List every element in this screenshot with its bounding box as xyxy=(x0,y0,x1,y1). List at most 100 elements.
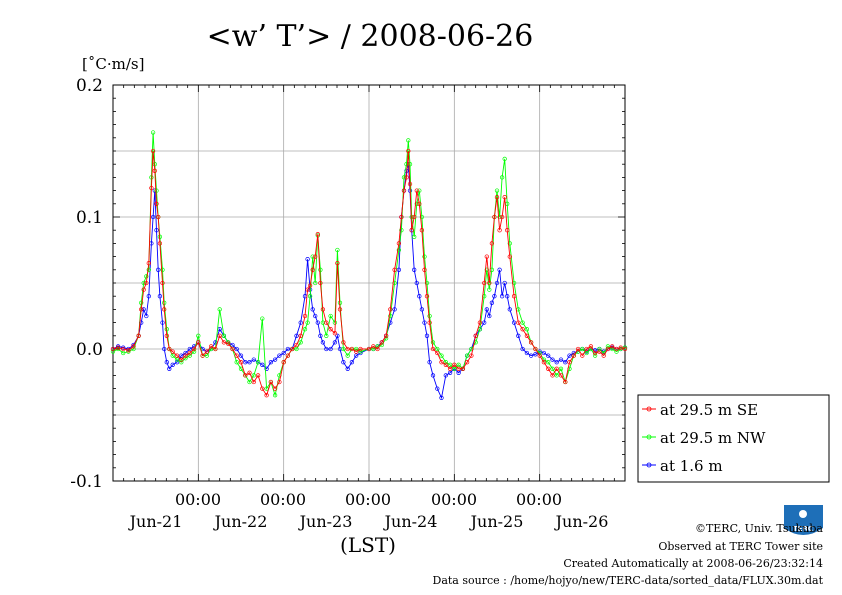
data-point xyxy=(567,353,572,358)
data-point xyxy=(230,346,235,352)
data-point xyxy=(264,393,269,398)
data-point xyxy=(164,333,169,338)
data-point xyxy=(310,267,315,272)
data-point xyxy=(264,366,269,371)
data-point xyxy=(298,320,303,325)
x-date-label: Jun-25 xyxy=(469,512,524,531)
data-point xyxy=(499,175,505,180)
data-point xyxy=(318,333,323,338)
data-point xyxy=(464,360,470,365)
data-point xyxy=(272,393,278,398)
data-point xyxy=(191,346,197,352)
legend-swatch-marker xyxy=(646,406,652,412)
data-point xyxy=(497,214,502,220)
data-point xyxy=(255,373,261,378)
data-point xyxy=(247,379,252,385)
data-point xyxy=(174,353,180,358)
data-point xyxy=(179,353,184,358)
data-point xyxy=(307,283,313,288)
x-time-label: 00:00 xyxy=(260,490,306,509)
data-point xyxy=(139,307,144,312)
data-point xyxy=(191,349,197,354)
series-layer xyxy=(110,130,628,400)
x-date-label: Jun-24 xyxy=(383,512,438,531)
data-point xyxy=(592,353,598,358)
data-point xyxy=(502,156,507,162)
data-point xyxy=(341,340,346,345)
data-point xyxy=(260,362,265,367)
data-point xyxy=(567,360,572,365)
data-point xyxy=(456,362,461,367)
data-point xyxy=(277,353,282,358)
data-point xyxy=(399,214,404,220)
data-point xyxy=(354,346,359,352)
data-point xyxy=(401,175,407,180)
data-point xyxy=(456,366,461,371)
data-point xyxy=(167,346,172,352)
data-point xyxy=(324,346,329,352)
data-point xyxy=(243,373,248,378)
data-point xyxy=(447,366,453,371)
data-point xyxy=(164,327,169,332)
data-point xyxy=(217,307,222,312)
data-point xyxy=(407,181,413,187)
data-point xyxy=(511,320,517,325)
data-point xyxy=(115,344,121,349)
data-point xyxy=(494,188,500,193)
data-point xyxy=(456,370,461,375)
data-point xyxy=(183,353,188,358)
data-point xyxy=(354,349,359,354)
data-point xyxy=(335,247,340,253)
data-point xyxy=(417,294,422,299)
data-point xyxy=(487,280,492,286)
data-point xyxy=(167,366,172,371)
grid xyxy=(113,85,625,481)
data-point xyxy=(139,300,144,305)
data-point xyxy=(305,320,310,325)
data-point xyxy=(277,379,282,385)
data-point xyxy=(610,344,615,349)
x-date-label: Jun-21 xyxy=(128,512,183,531)
data-point xyxy=(487,313,492,319)
data-point xyxy=(349,360,355,365)
footer-observed: Observed at TERC Tower site xyxy=(658,540,823,553)
data-point xyxy=(285,353,291,358)
data-point xyxy=(144,280,149,286)
data-point xyxy=(115,346,121,352)
data-point xyxy=(550,357,555,362)
data-point xyxy=(452,362,457,367)
data-point xyxy=(238,360,244,365)
data-point xyxy=(179,360,184,365)
data-point xyxy=(383,333,389,338)
data-point xyxy=(482,280,487,286)
data-point xyxy=(487,287,492,292)
data-point xyxy=(392,307,397,312)
data-point xyxy=(430,346,436,352)
data-point xyxy=(156,267,161,272)
y-tick-label: -0.1 xyxy=(70,472,103,492)
data-point xyxy=(234,346,239,352)
data-point xyxy=(618,346,623,352)
series-line xyxy=(112,150,626,397)
data-point xyxy=(170,353,175,358)
data-point xyxy=(217,333,222,338)
data-point xyxy=(482,320,487,325)
data-point xyxy=(424,294,430,299)
data-point xyxy=(439,360,444,365)
data-point xyxy=(546,360,551,365)
data-point xyxy=(406,148,411,154)
data-point xyxy=(592,350,598,356)
data-point xyxy=(502,195,507,200)
data-point xyxy=(489,300,495,305)
data-point xyxy=(550,366,555,371)
data-point xyxy=(558,357,564,362)
data-point xyxy=(520,320,525,325)
data-point xyxy=(622,346,628,352)
data-point xyxy=(499,214,505,220)
data-point xyxy=(435,386,440,391)
data-point xyxy=(187,346,192,352)
data-point xyxy=(349,346,355,352)
data-point xyxy=(571,353,576,358)
data-point xyxy=(324,320,329,325)
data-point xyxy=(499,294,505,299)
